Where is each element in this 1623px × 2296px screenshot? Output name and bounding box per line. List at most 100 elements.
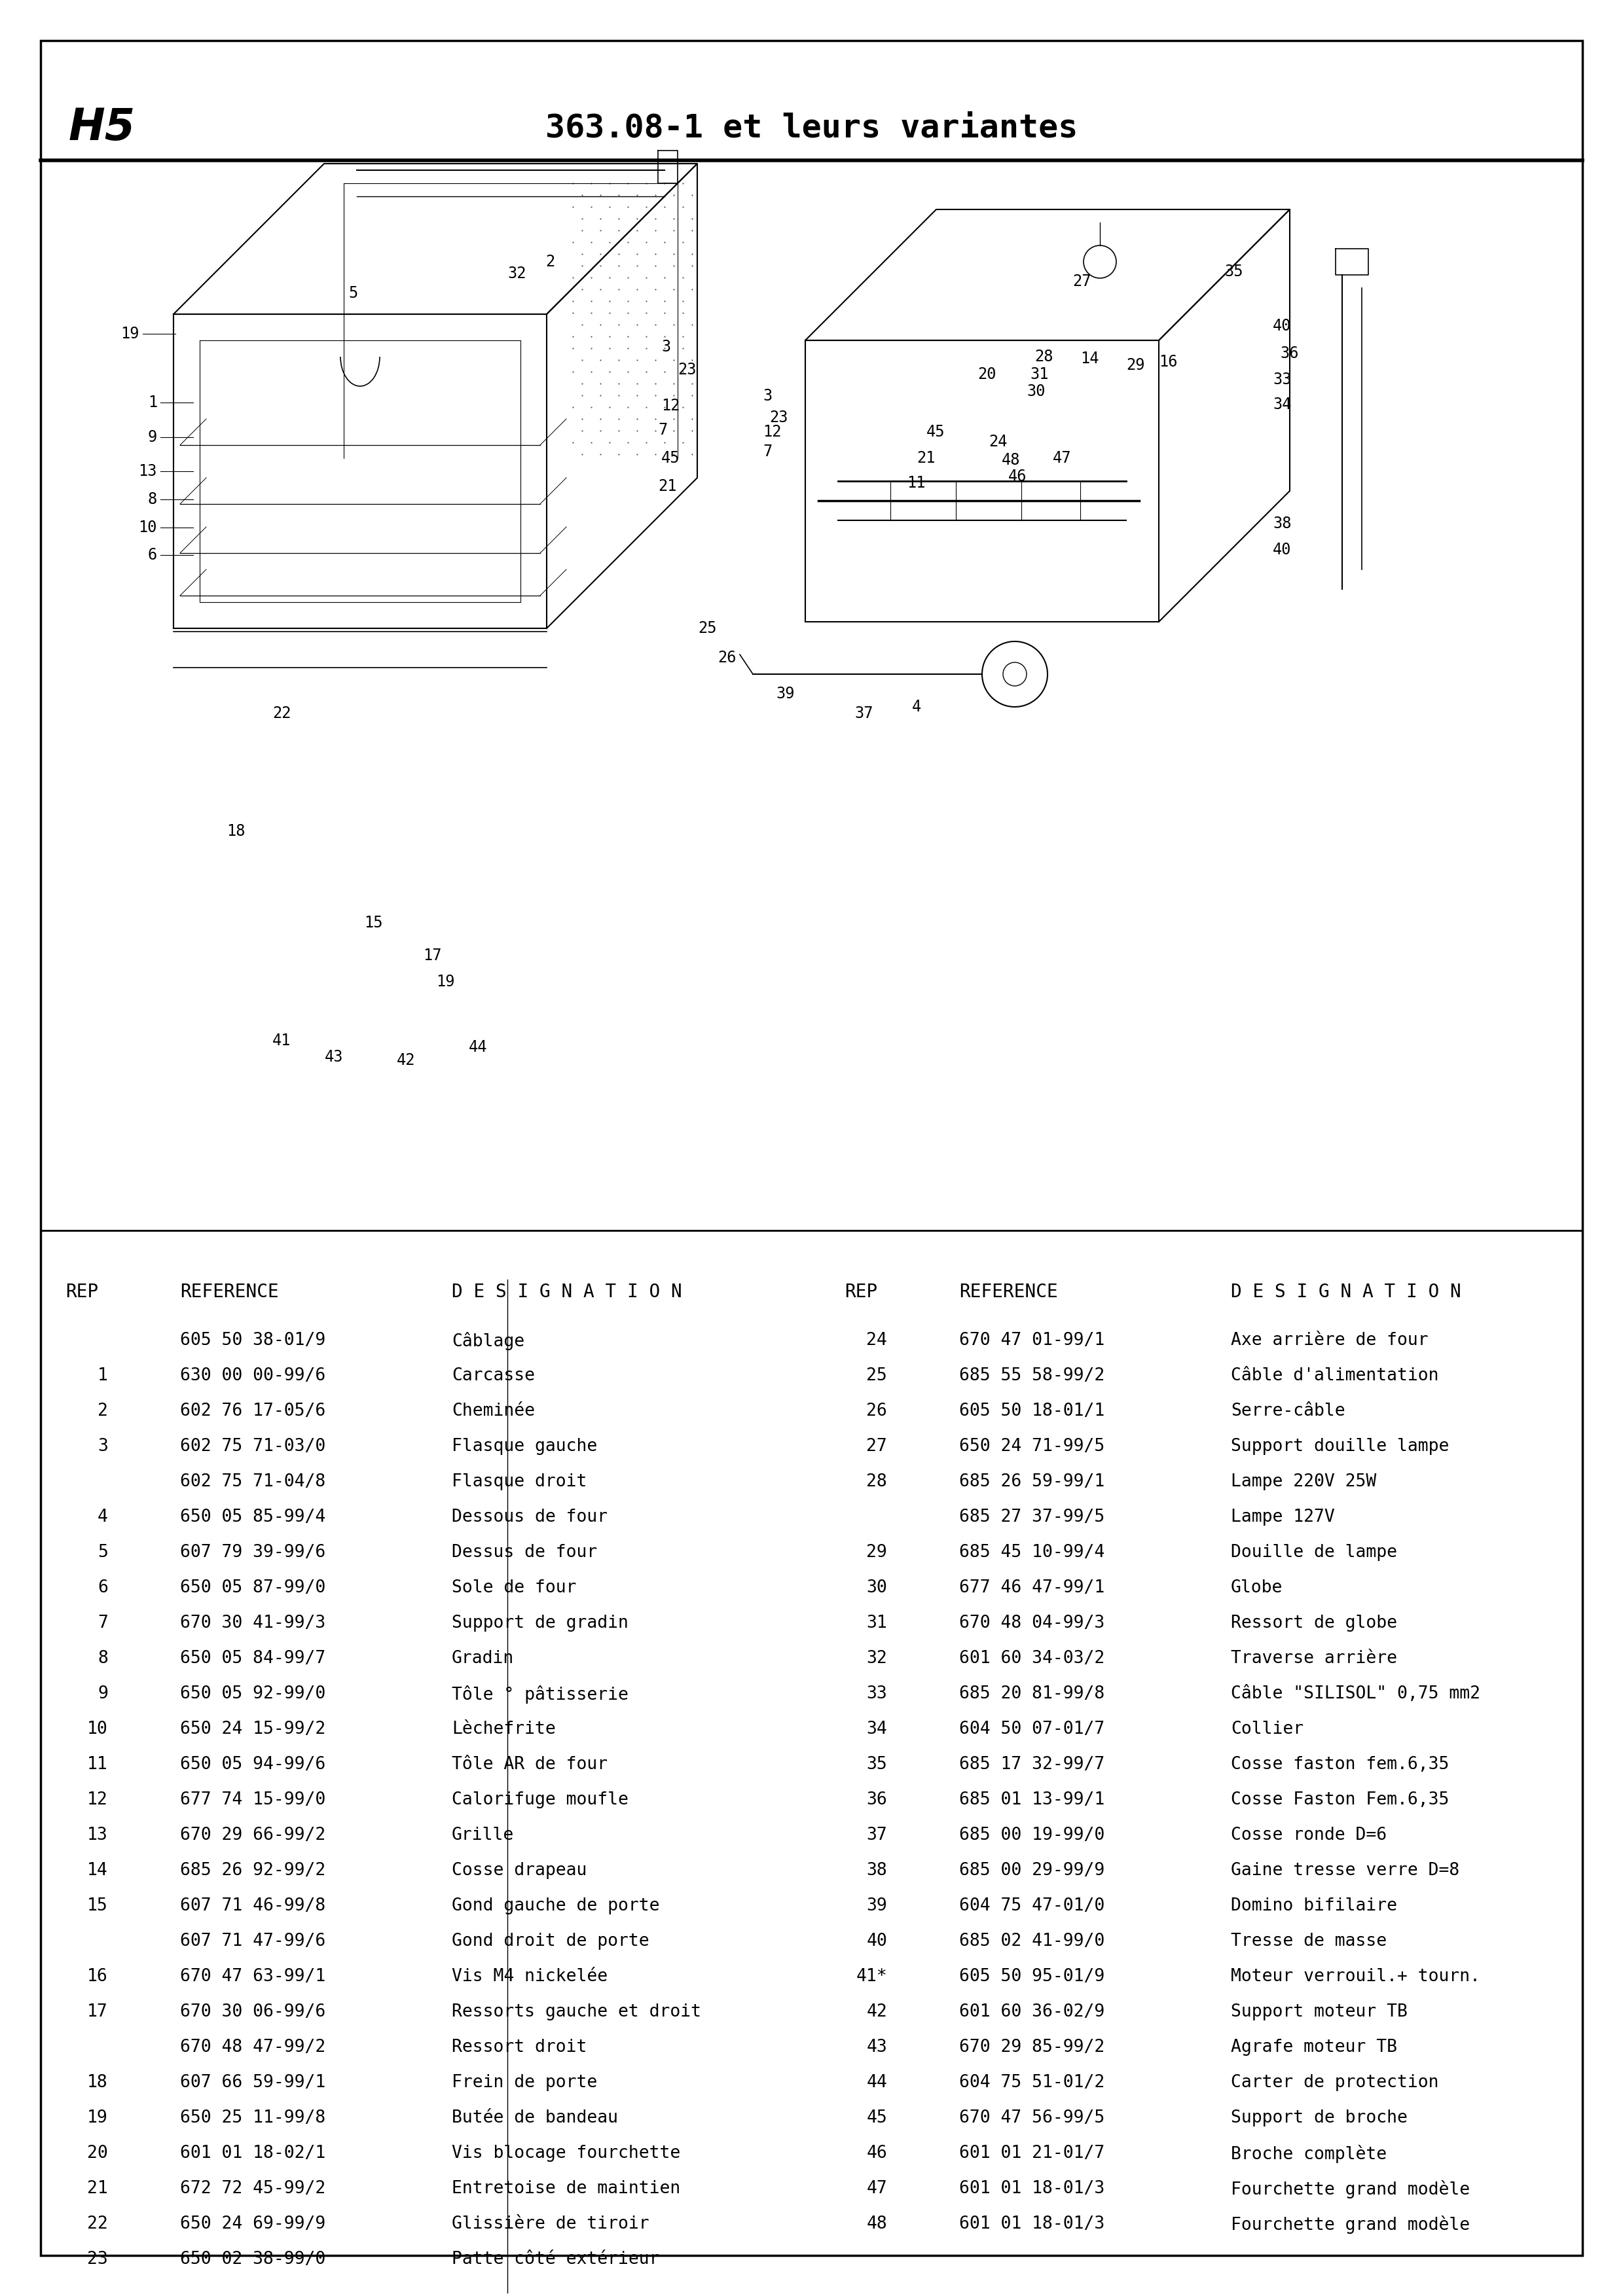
Text: 672 72 45-99/2: 672 72 45-99/2 [180, 2181, 326, 2197]
Text: 37: 37 [855, 705, 873, 721]
Text: 650 24 71-99/5: 650 24 71-99/5 [959, 1437, 1105, 1456]
Text: Cosse ronde D=6: Cosse ronde D=6 [1230, 1828, 1386, 1844]
Text: Vis blocage fourchette: Vis blocage fourchette [451, 2144, 680, 2163]
Text: 26: 26 [717, 650, 737, 666]
Text: Moteur verrouil.+ tourn.: Moteur verrouil.+ tourn. [1230, 1968, 1480, 1986]
Text: 25: 25 [867, 1366, 888, 1384]
Text: 30: 30 [867, 1580, 888, 1596]
Text: Support moteur TB: Support moteur TB [1230, 2004, 1407, 2020]
Text: 23: 23 [769, 409, 787, 425]
Text: 22: 22 [273, 705, 291, 721]
Text: 29: 29 [1126, 358, 1144, 372]
Text: 27: 27 [867, 1437, 888, 1456]
Text: Globe: Globe [1230, 1580, 1282, 1596]
Text: 19: 19 [437, 974, 454, 990]
Text: 24: 24 [988, 434, 1008, 450]
Text: 604 50 07-01/7: 604 50 07-01/7 [959, 1720, 1105, 1738]
Text: 601 01 18-01/3: 601 01 18-01/3 [959, 2216, 1105, 2232]
Text: 3: 3 [97, 1437, 109, 1456]
Text: 32: 32 [867, 1651, 888, 1667]
Text: 18: 18 [226, 824, 245, 838]
Text: Vis M4 nickelée: Vis M4 nickelée [451, 1968, 607, 1986]
Text: Tôle AR de four: Tôle AR de four [451, 1756, 607, 1773]
Text: Butée de bandeau: Butée de bandeau [451, 2110, 618, 2126]
Text: 5: 5 [349, 285, 359, 301]
Text: 363.08-1 et leurs variantes: 363.08-1 et leurs variantes [545, 113, 1078, 142]
Text: Gond droit de porte: Gond droit de porte [451, 1933, 649, 1949]
Text: 650 24 15-99/2: 650 24 15-99/2 [180, 1720, 326, 1738]
Text: 44: 44 [867, 2073, 888, 2092]
Text: 602 75 71-04/8: 602 75 71-04/8 [180, 1474, 326, 1490]
Text: 18: 18 [88, 2073, 109, 2092]
Text: 45: 45 [927, 425, 945, 441]
Text: 14: 14 [88, 1862, 109, 1878]
Text: Carter de protection: Carter de protection [1230, 2073, 1438, 2092]
Text: 13: 13 [88, 1828, 109, 1844]
Text: 29: 29 [867, 1543, 888, 1561]
Text: 16: 16 [88, 1968, 109, 1986]
Text: Lèchefrite: Lèchefrite [451, 1720, 555, 1738]
Text: 685 26 59-99/1: 685 26 59-99/1 [959, 1474, 1105, 1490]
Text: Câble d'alimentation: Câble d'alimentation [1230, 1366, 1438, 1384]
Text: 607 66 59-99/1: 607 66 59-99/1 [180, 2073, 326, 2092]
Text: 34: 34 [867, 1720, 888, 1738]
Text: 650 02 38-99/0: 650 02 38-99/0 [180, 2250, 326, 2268]
Text: Support de broche: Support de broche [1230, 2110, 1407, 2126]
Text: 650 05 84-99/7: 650 05 84-99/7 [180, 1651, 326, 1667]
Text: 46: 46 [867, 2144, 888, 2163]
Text: Traverse arrière: Traverse arrière [1230, 1651, 1397, 1667]
Text: 17: 17 [88, 2004, 109, 2020]
Text: 670 30 06-99/6: 670 30 06-99/6 [180, 2004, 326, 2020]
Text: 27: 27 [1073, 273, 1091, 289]
Text: 650 05 87-99/0: 650 05 87-99/0 [180, 1580, 326, 1596]
Text: 31: 31 [867, 1614, 888, 1632]
Text: 8: 8 [148, 491, 157, 507]
Text: Entretoise de maintien: Entretoise de maintien [451, 2181, 680, 2197]
Text: 24: 24 [867, 1332, 888, 1350]
Text: 10: 10 [88, 1720, 109, 1738]
Text: Calorifuge moufle: Calorifuge moufle [451, 1791, 628, 1809]
Text: REFERENCE: REFERENCE [959, 1283, 1058, 1302]
Text: 7: 7 [657, 422, 667, 439]
Text: 43: 43 [867, 2039, 888, 2055]
Text: Support douille lampe: Support douille lampe [1230, 1437, 1449, 1456]
Text: 601 60 36-02/9: 601 60 36-02/9 [959, 2004, 1105, 2020]
Text: 36: 36 [1281, 347, 1298, 360]
Text: Ressort droit: Ressort droit [451, 2039, 588, 2055]
Text: 602 76 17-05/6: 602 76 17-05/6 [180, 1403, 326, 1419]
Text: Grille: Grille [451, 1828, 514, 1844]
Text: Lampe 220V 25W: Lampe 220V 25W [1230, 1474, 1376, 1490]
Text: 33: 33 [867, 1685, 888, 1701]
Text: 3: 3 [661, 340, 670, 356]
Text: 11: 11 [88, 1756, 109, 1773]
Text: 685 17 32-99/7: 685 17 32-99/7 [959, 1756, 1105, 1773]
Text: 34: 34 [1272, 397, 1292, 413]
Text: 685 20 81-99/8: 685 20 81-99/8 [959, 1685, 1105, 1701]
Text: 19: 19 [120, 326, 140, 342]
Text: Tresse de masse: Tresse de masse [1230, 1933, 1386, 1949]
Text: Broche complète: Broche complète [1230, 2144, 1386, 2163]
Text: 47: 47 [867, 2181, 888, 2197]
Text: 41: 41 [273, 1033, 291, 1049]
Text: Cosse drapeau: Cosse drapeau [451, 1862, 588, 1878]
Text: Axe arrière de four: Axe arrière de four [1230, 1332, 1428, 1350]
Text: 30: 30 [1027, 383, 1045, 400]
Text: 33: 33 [1272, 372, 1292, 388]
Text: Domino bifilaire: Domino bifilaire [1230, 1896, 1397, 1915]
Text: 44: 44 [469, 1040, 487, 1056]
Text: 670 47 56-99/5: 670 47 56-99/5 [959, 2110, 1105, 2126]
Text: Cosse faston fem.6,35: Cosse faston fem.6,35 [1230, 1756, 1449, 1773]
Text: 35: 35 [867, 1756, 888, 1773]
Text: 42: 42 [867, 2004, 888, 2020]
Text: Ressorts gauche et droit: Ressorts gauche et droit [451, 2004, 701, 2020]
Text: 48: 48 [867, 2216, 888, 2232]
Text: 26: 26 [867, 1403, 888, 1419]
Text: D E S I G N A T I O N: D E S I G N A T I O N [451, 1283, 682, 1302]
Text: Serre-câble: Serre-câble [1230, 1403, 1345, 1419]
Text: 8: 8 [97, 1651, 109, 1667]
Text: 685 45 10-99/4: 685 45 10-99/4 [959, 1543, 1105, 1561]
Text: 28: 28 [1034, 349, 1053, 365]
Text: 14: 14 [1081, 351, 1099, 367]
Text: 601 01 18-02/1: 601 01 18-02/1 [180, 2144, 326, 2163]
Text: Sole de four: Sole de four [451, 1580, 576, 1596]
